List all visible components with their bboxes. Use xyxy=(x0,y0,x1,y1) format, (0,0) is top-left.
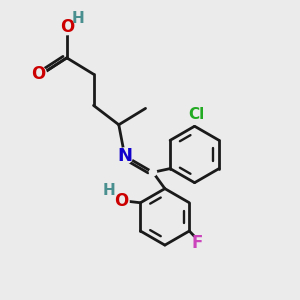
Text: O: O xyxy=(114,192,128,210)
Text: Cl: Cl xyxy=(188,107,204,122)
Text: H: H xyxy=(72,11,84,26)
Circle shape xyxy=(191,237,204,250)
Circle shape xyxy=(59,19,75,35)
Text: O: O xyxy=(60,18,74,36)
Text: O: O xyxy=(32,65,46,83)
Circle shape xyxy=(149,169,157,176)
Circle shape xyxy=(31,66,46,82)
Circle shape xyxy=(117,148,133,164)
Text: F: F xyxy=(192,235,203,253)
Circle shape xyxy=(187,105,206,124)
Circle shape xyxy=(113,193,129,209)
Text: N: N xyxy=(117,147,132,165)
Text: H: H xyxy=(102,183,115,198)
